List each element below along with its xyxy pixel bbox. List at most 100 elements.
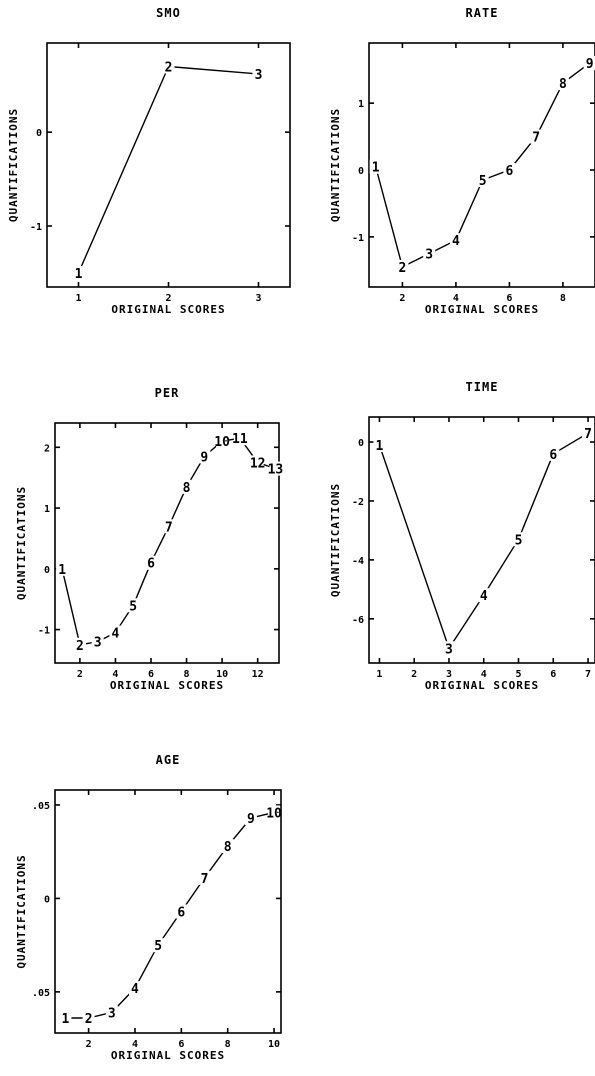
- plot-frame: [54, 789, 282, 1034]
- data-point-label: 5: [154, 939, 162, 954]
- data-point-label: 2: [399, 261, 407, 276]
- y-tick-label: 0: [44, 565, 50, 576]
- data-point-label: 2: [85, 1012, 93, 1027]
- data-point-label: 3: [445, 642, 453, 657]
- x-tick-label: 1: [376, 669, 382, 680]
- y-tick-label: -4: [352, 556, 364, 567]
- point-marker-bg: [582, 426, 595, 441]
- data-point-label: 7: [532, 131, 540, 146]
- y-tick-label: -1: [352, 233, 364, 244]
- chart-title: PER: [155, 386, 180, 400]
- data-point-label: 8: [224, 840, 232, 855]
- x-axis-label: ORIGINAL SCORES: [425, 679, 539, 692]
- series-line: [77, 65, 259, 274]
- y-tick-label: .05: [32, 988, 50, 999]
- data-point-label: 6: [147, 557, 155, 572]
- y-axis-label: QUANTIFICATIONS: [15, 854, 28, 968]
- x-tick-label: 6: [550, 669, 556, 680]
- data-point-label: 1: [376, 439, 384, 454]
- data-point-label: 6: [177, 906, 185, 921]
- point-marker-bg: [423, 246, 436, 261]
- data-point-label: 3: [255, 68, 263, 83]
- data-point-label: 10: [266, 806, 282, 821]
- y-axis-label: QUANTIFICATIONS: [329, 483, 342, 597]
- point-marker-bg: [449, 233, 462, 248]
- series-line: [378, 432, 589, 649]
- point-marker-bg: [530, 129, 543, 144]
- point-marker-bg: [128, 981, 141, 996]
- chart-panel-smo: SMO 1 2 3 -1 0 ORIGINAL SCORES QUANTIFICATIONS 1…: [7, 6, 291, 316]
- point-marker-bg: [252, 66, 265, 81]
- point-marker-bg: [162, 59, 175, 74]
- point-marker-bg: [175, 904, 188, 919]
- point-marker-bg: [476, 173, 489, 188]
- y-tick-label: 1: [358, 99, 364, 110]
- point-marker-bg: [512, 532, 525, 547]
- x-tick-label: 6: [178, 1039, 184, 1050]
- point-marker-bg: [216, 434, 229, 449]
- point-marker-bg: [198, 870, 211, 885]
- point-marker-bg: [244, 811, 257, 826]
- data-point-label: 7: [584, 427, 592, 442]
- point-marker-bg: [396, 259, 409, 274]
- data-point-label: 3: [94, 636, 102, 651]
- point-marker-bg: [369, 159, 382, 174]
- x-tick-label: 4: [112, 669, 118, 680]
- data-point-label: 1: [75, 267, 83, 282]
- point-marker-bg: [269, 461, 282, 476]
- point-marker-bg: [221, 839, 234, 854]
- chart-title: RATE: [466, 6, 499, 20]
- point-marker-bg: [152, 938, 165, 953]
- data-point-label: 8: [183, 481, 191, 496]
- plot-frame: [54, 422, 280, 664]
- data-point-label: 4: [452, 234, 460, 249]
- point-marker-bg: [373, 437, 386, 452]
- chart-title: SMO: [156, 6, 181, 20]
- chart-panel-time: TIME 1 2 3 4 5 6 7 -6 -4 -2 0 ORIGINAL SCORES QUANTIF…: [329, 380, 595, 692]
- data-point-label: 6: [549, 448, 557, 463]
- x-axis-label: ORIGINAL SCORES: [111, 303, 225, 316]
- point-marker-bg: [442, 641, 455, 656]
- x-tick-label: 2: [86, 1039, 92, 1050]
- x-tick-label: 4: [453, 293, 459, 304]
- x-tick-label: 2: [165, 293, 171, 304]
- point-marker-bg: [268, 805, 281, 820]
- chart-title: AGE: [156, 753, 181, 767]
- data-point-label: 9: [200, 450, 208, 465]
- data-point-label: 3: [108, 1006, 116, 1021]
- data-point-label: 6: [506, 164, 514, 179]
- y-tick-label: 0: [44, 894, 50, 905]
- point-marker-bg: [59, 1011, 72, 1026]
- x-tick-label: 4: [132, 1039, 138, 1050]
- data-point-label: 1: [372, 161, 380, 176]
- point-marker-bg: [162, 519, 175, 534]
- x-tick-label: 2: [411, 669, 417, 680]
- point-marker-bg: [198, 449, 211, 464]
- data-point-label: 4: [480, 589, 488, 604]
- x-tick-label: 7: [585, 669, 591, 680]
- point-marker-bg: [72, 265, 85, 280]
- data-point-label: 9: [247, 812, 255, 827]
- y-tick-label: 2: [44, 443, 50, 454]
- plot-frame: [368, 416, 595, 664]
- x-axis-label: ORIGINAL SCORES: [110, 679, 224, 692]
- point-marker-bg: [56, 561, 69, 576]
- x-axis-label: ORIGINAL SCORES: [111, 1049, 225, 1062]
- x-tick-label: 4: [481, 669, 487, 680]
- plot-frame: [368, 42, 595, 288]
- y-axis-label: QUANTIFICATIONS: [7, 108, 20, 222]
- y-tick-label: -6: [352, 615, 364, 626]
- y-axis-label: QUANTIFICATIONS: [329, 108, 342, 222]
- data-point-label: 11: [232, 432, 248, 447]
- data-point-label: 1: [62, 1012, 70, 1027]
- data-point-label: 5: [129, 599, 137, 614]
- point-marker-bg: [82, 1011, 95, 1026]
- chart-title: TIME: [466, 380, 499, 394]
- x-tick-label: 8: [184, 669, 190, 680]
- x-tick-label: 8: [225, 1039, 231, 1050]
- point-marker-bg: [477, 588, 490, 603]
- point-marker-bg: [127, 598, 140, 613]
